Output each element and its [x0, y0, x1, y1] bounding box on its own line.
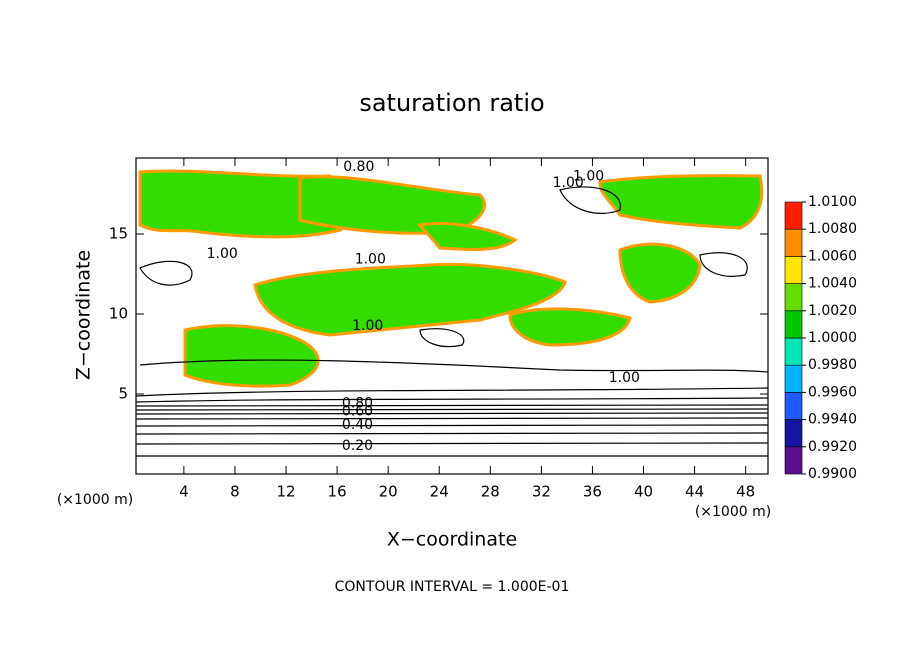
contour-label: 0.80	[343, 159, 374, 175]
y-tick-label: 5	[118, 385, 128, 403]
x-tick-label: 16	[328, 483, 347, 501]
x-tick-label: 36	[583, 483, 602, 501]
x-tick-label: 8	[230, 483, 240, 501]
footer-note: CONTOUR INTERVAL = 1.000E-01	[335, 579, 570, 595]
x-tick-label: 28	[481, 483, 500, 501]
colorbar-segment	[784, 228, 803, 257]
colorbar-label: 1.0000	[808, 330, 857, 346]
contour-label: 0.80	[342, 396, 373, 412]
colorbar-label: 1.0040	[808, 276, 857, 292]
x-tick-label: 4	[179, 483, 189, 501]
contour-label: 1.00	[207, 246, 238, 262]
colorbar-label: 1.0100	[808, 194, 857, 210]
colorbar-segment	[784, 364, 803, 393]
contour-label: 1.00	[553, 175, 584, 191]
y-tick-label: 10	[109, 305, 128, 323]
x-axis-unit: (×1000 m)	[695, 504, 771, 520]
colorbar-label: 1.0060	[808, 248, 857, 264]
field	[135, 169, 769, 457]
x-tick-label: 32	[532, 483, 551, 501]
contour-label: 0.20	[342, 438, 373, 454]
colorbar-segment	[784, 256, 803, 284]
contour-label: 1.00	[352, 318, 383, 334]
contour-label: 0.40	[342, 417, 373, 433]
colorbar-segment	[784, 419, 803, 448]
colorbar-label: 1.0080	[808, 221, 857, 237]
colorbar-label: 0.9900	[808, 466, 857, 482]
colorbar-label: 0.9960	[808, 384, 857, 400]
colorbar-segment	[784, 337, 803, 366]
contour-label: 1.00	[355, 252, 386, 268]
colorbar-segment	[784, 201, 803, 230]
y-tick-label: 15	[109, 225, 128, 243]
x-tick-label: 12	[276, 483, 295, 501]
contour-label: 1.00	[573, 168, 604, 184]
y-axis-label: Z−coordinate	[73, 250, 95, 380]
x-tick-label: 20	[379, 483, 398, 501]
x-tick-label: 24	[430, 483, 449, 501]
x-tick-label: 44	[685, 483, 704, 501]
colorbar-segment	[784, 392, 803, 420]
colorbar-segment	[784, 310, 803, 339]
x-axis-label: X−coordinate	[387, 529, 517, 551]
colorbar-label: 1.0020	[808, 303, 857, 319]
x-tick-label: 48	[736, 483, 755, 501]
colorbar-segment	[784, 283, 803, 312]
colorbar-segment	[784, 446, 803, 475]
colorbar-label: 0.9980	[808, 357, 857, 373]
colorbar-label: 0.9920	[808, 439, 857, 455]
colorbar-label: 0.9940	[808, 412, 857, 428]
chart-title: saturation ratio	[359, 89, 544, 117]
contour-label: 0.60	[342, 404, 373, 420]
contour-label: 1.00	[609, 370, 640, 386]
x-tick-label: 40	[634, 483, 653, 501]
plot-frame	[135, 157, 769, 475]
y-axis-unit: (×1000 m)	[57, 492, 133, 508]
